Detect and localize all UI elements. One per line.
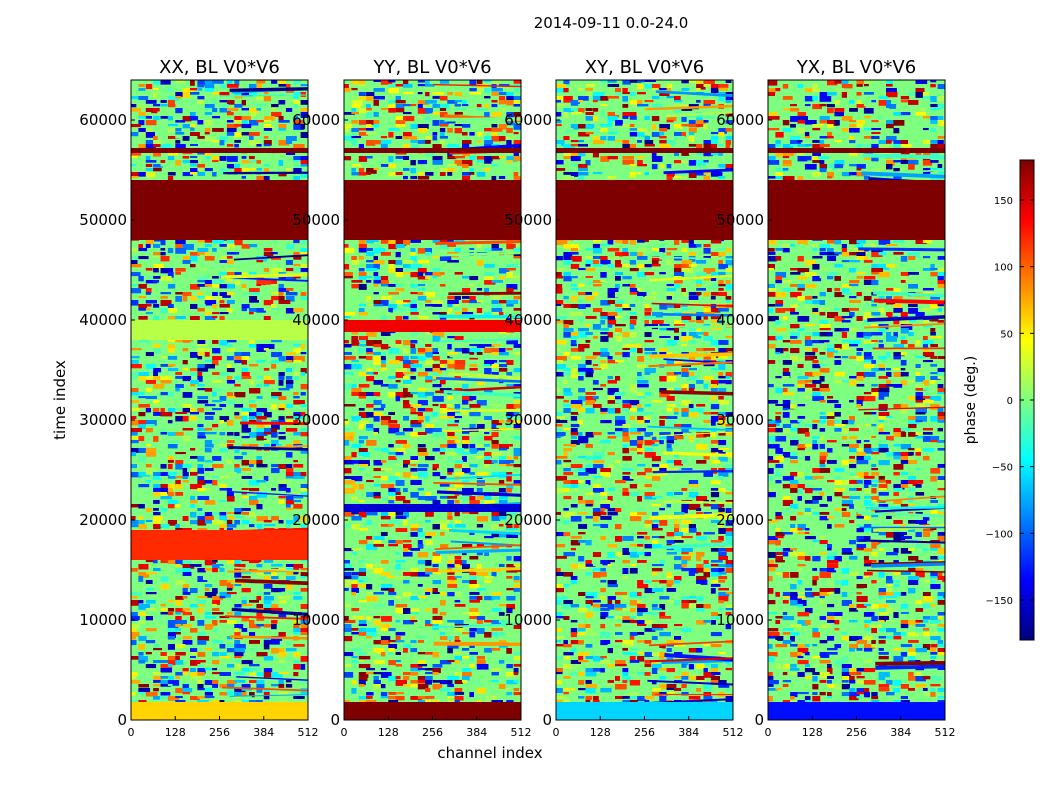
heatmap-panel-4: YX, BL V0*V6 0 128 256 384 512 0 10000 20000 3000…: [716, 57, 955, 739]
y-tick-label: 0: [117, 711, 127, 729]
y-tick-label: 0: [542, 711, 552, 729]
y-tick-label: 50000: [504, 211, 552, 229]
y-tick-label: 30000: [504, 411, 552, 429]
y-tick-label: 20000: [716, 511, 764, 529]
y-tick-label: 40000: [504, 311, 552, 329]
phase-band: [768, 148, 945, 153]
x-tick-label: 512: [511, 726, 532, 739]
phase-band: [131, 148, 308, 153]
colorbar: −150 −100 −50 0 50 100 150 phase (deg.): [963, 159, 1035, 641]
x-tick-label: 128: [590, 726, 611, 739]
y-tick-label: 30000: [716, 411, 764, 429]
y-tick-label: 60000: [716, 111, 764, 129]
phase-band: [768, 702, 945, 720]
x-tick-label: 256: [422, 726, 443, 739]
y-tick-label: 10000: [716, 611, 764, 629]
heatmap-cells: [768, 80, 945, 720]
x-tick-label: 128: [802, 726, 823, 739]
colorbar-tick-label: 100: [994, 263, 1013, 274]
colorbar-tick-label: 0: [1007, 396, 1013, 407]
phase-band: [556, 702, 733, 720]
colorbar-tick-label: 150: [994, 196, 1013, 207]
x-tick-label: 0: [765, 726, 772, 739]
x-tick-label: 384: [253, 726, 274, 739]
y-tick-label: 40000: [79, 311, 127, 329]
y-tick-label: 20000: [504, 511, 552, 529]
phase-band: [344, 504, 521, 512]
colorbar-tick-label: 50: [1000, 329, 1013, 340]
colorbar-tick-label: −150: [986, 596, 1013, 607]
phase-band: [344, 702, 521, 720]
phase-band: [556, 180, 733, 240]
x-tick-label: 384: [678, 726, 699, 739]
phase-band: [131, 702, 308, 720]
x-tick-label: 384: [466, 726, 487, 739]
heatmap-panel-3: XY, BL V0*V6 0 128 256 384 512 0 10000 20000 3000…: [504, 57, 743, 739]
x-tick-label: 512: [723, 726, 744, 739]
phase-band: [768, 180, 945, 240]
y-tick-label: 0: [330, 711, 340, 729]
colorbar-tick-label: −100: [986, 529, 1013, 540]
heatmap-cells: [131, 80, 308, 720]
x-tick-label: 256: [634, 726, 655, 739]
x-tick-label: 128: [378, 726, 399, 739]
phase-band: [131, 180, 308, 240]
y-tick-label: 30000: [79, 411, 127, 429]
phase-band: [344, 320, 521, 332]
x-tick-label: 256: [209, 726, 230, 739]
y-tick-label: 10000: [79, 611, 127, 629]
y-axis-label: time index: [51, 360, 69, 440]
heatmap-cells: [556, 80, 733, 720]
y-tick-label: 20000: [292, 511, 340, 529]
phase-band: [131, 530, 308, 560]
colorbar-label: phase (deg.): [963, 356, 979, 444]
y-tick-label: 30000: [292, 411, 340, 429]
x-tick-label: 256: [846, 726, 867, 739]
figure-suptitle: 2014-09-11 0.0-24.0: [534, 14, 689, 32]
y-tick-label: 10000: [504, 611, 552, 629]
x-tick-label: 0: [553, 726, 560, 739]
x-tick-label: 0: [128, 726, 135, 739]
y-tick-label: 0: [754, 711, 764, 729]
x-tick-label: 0: [341, 726, 348, 739]
x-tick-label: 512: [298, 726, 319, 739]
y-tick-label: 50000: [292, 211, 340, 229]
heatmap-cells: [344, 80, 521, 720]
y-tick-label: 40000: [292, 311, 340, 329]
x-tick-label: 384: [890, 726, 911, 739]
panel-title: YX, BL V0*V6: [796, 57, 916, 78]
y-tick-label: 50000: [716, 211, 764, 229]
phase-band: [556, 148, 733, 153]
phase-band: [131, 320, 308, 340]
y-tick-label: 60000: [504, 111, 552, 129]
y-tick-label: 50000: [79, 211, 127, 229]
x-tick-label: 512: [935, 726, 956, 739]
x-axis-label: channel index: [437, 744, 542, 762]
y-tick-label: 10000: [292, 611, 340, 629]
y-tick-label: 40000: [716, 311, 764, 329]
y-tick-label: 20000: [79, 511, 127, 529]
heatmap-panel-2: YY, BL V0*V6 0 128 256 384 512 0 10000 20000 3000…: [292, 57, 531, 739]
heatmap-panel-1: XX, BL V0*V6 0 128 256 384 512 0 10000 20000 3000…: [79, 57, 318, 739]
phase-band: [344, 148, 521, 153]
y-tick-label: 60000: [292, 111, 340, 129]
x-tick-label: 128: [165, 726, 186, 739]
panel-title: YY, BL V0*V6: [372, 57, 491, 78]
panel-title: XY, BL V0*V6: [585, 57, 704, 78]
y-tick-label: 60000: [79, 111, 127, 129]
panel-title: XX, BL V0*V6: [159, 57, 280, 78]
phase-band: [344, 180, 521, 240]
colorbar-tick-label: −50: [992, 463, 1013, 474]
